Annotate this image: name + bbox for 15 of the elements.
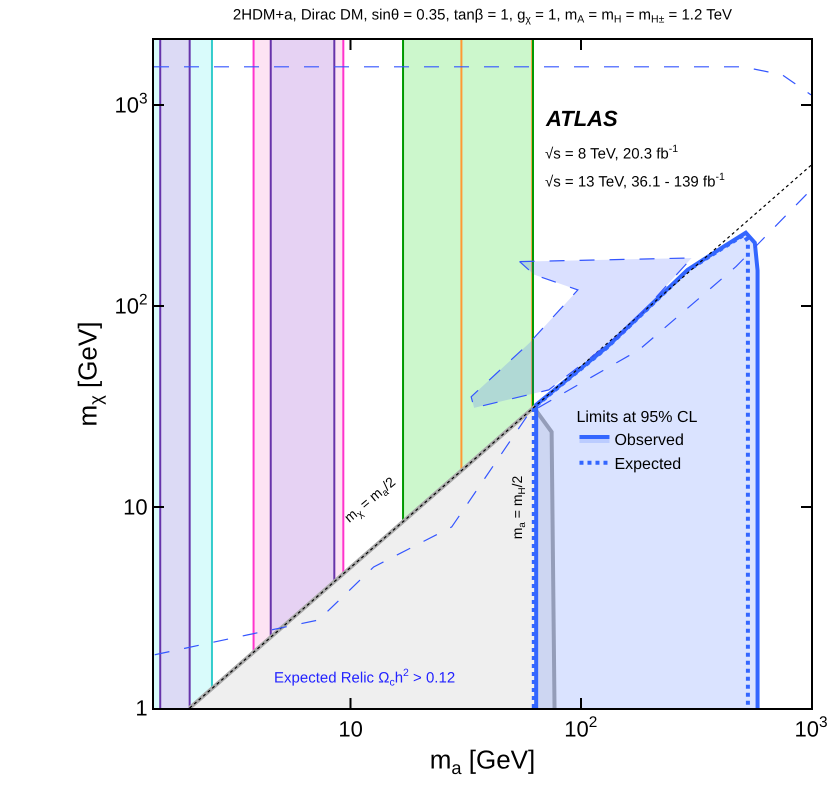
annotation: √s = 13 TeV, 36.1 - 139 fb$^{-1}$: [545, 171, 725, 190]
y-tick-label: 10: [123, 494, 148, 520]
x-tick-label: 10$^{2}$: [564, 714, 598, 742]
legend-label: Expected: [614, 456, 682, 474]
annotation: √s = 8 TeV, 20.3 fb$^{-1}$: [545, 143, 678, 162]
x-axis-title: m$_{a}$ [GeV]: [430, 744, 536, 778]
y-tick-label: 10$^{2}$: [114, 291, 148, 319]
legend-title: Limits at 95% CL: [576, 409, 698, 426]
x-tick-label: 10: [338, 716, 363, 742]
y-tick-label: 1: [135, 696, 148, 721]
annotation: ATLAS: [545, 106, 618, 131]
x-tick-label: 10$^{3}$: [794, 714, 828, 742]
y-tick-label: 10$^{3}$: [114, 90, 148, 118]
annotation: Expected Relic Ω$_{c}$h$^{2}$ > 0.12: [274, 667, 456, 688]
chart-title: 2HDM+a, Dirac DM, sinθ = 0.35, tanβ = 1, g$_{χ}$ = 1, m$_{A}$ = m$_{H}$ = m$_{H±}$ = 1.2 TeV: [232, 6, 732, 26]
